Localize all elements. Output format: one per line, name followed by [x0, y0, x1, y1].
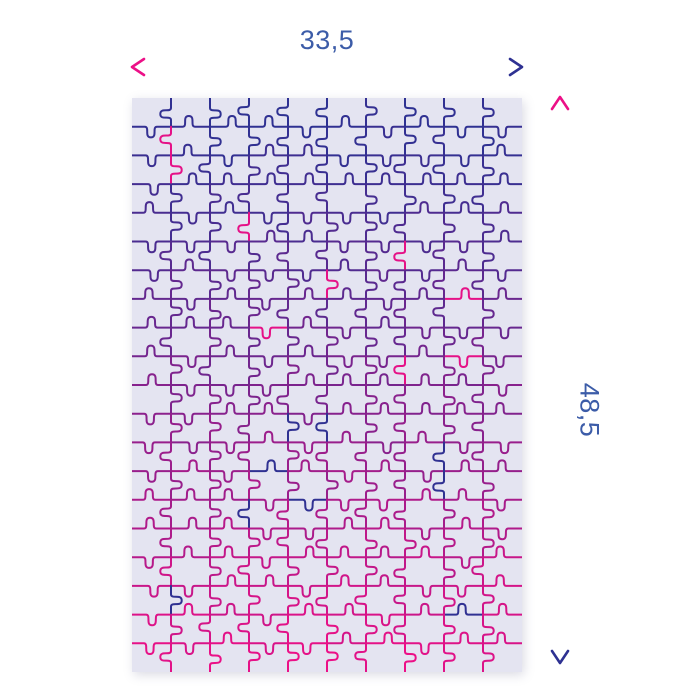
puzzle-board — [132, 98, 522, 672]
height-label: 48,5 — [574, 382, 605, 438]
height-arrow-icon — [550, 95, 570, 665]
width-label: 33,5 — [299, 25, 355, 55]
width-arrow-icon — [130, 57, 524, 77]
